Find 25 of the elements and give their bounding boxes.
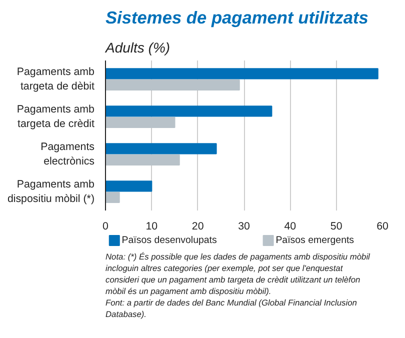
text: Font: a partir de dades del Banc Mundial (Global Financial Inclusion Database). bbox=[106, 297, 358, 319]
bar bbox=[106, 79, 240, 90]
chart-title: Sistemes de pagament utilitzats bbox=[106, 8, 369, 28]
y-tick-label: Pagaments amb targeta de dèbit bbox=[16, 66, 95, 92]
bar bbox=[106, 106, 272, 117]
legend-label: Països emergents bbox=[276, 235, 354, 246]
x-tick-label: 40 bbox=[284, 220, 296, 232]
bar bbox=[106, 143, 217, 154]
bar bbox=[106, 68, 378, 80]
bar bbox=[106, 154, 180, 166]
x-tick-label: 60 bbox=[376, 220, 388, 232]
chart-subtitle: Adults (%) bbox=[104, 40, 170, 56]
bar bbox=[106, 192, 120, 203]
text: Nota: (*) És possible que les dades de pagaments amb dispositiu mòbil incloguin altres categories (per exemple, pot ser que l'enquestat consideri que un pagament amb targeta de crèdit utilitzant un telèfon mòbil és un pagament amb dispositiu mòbil). bbox=[106, 252, 372, 296]
y-tick-label: Pagaments electrònics bbox=[40, 141, 95, 168]
legend-label: Països desenvolupats bbox=[122, 235, 218, 246]
x-tick-label: 0 bbox=[102, 220, 109, 232]
x-tick-label: 30 bbox=[238, 220, 250, 232]
bar bbox=[106, 116, 176, 128]
y-tick-label: Pagaments amb targeta de crèdit bbox=[16, 104, 95, 130]
y-tick-label: Pagaments amb dispositiu mòbil (*) bbox=[7, 178, 95, 205]
x-tick-label: 50 bbox=[330, 220, 342, 232]
x-tick-label: 10 bbox=[146, 220, 158, 232]
bar bbox=[106, 180, 152, 192]
x-tick-label: 20 bbox=[192, 220, 204, 232]
